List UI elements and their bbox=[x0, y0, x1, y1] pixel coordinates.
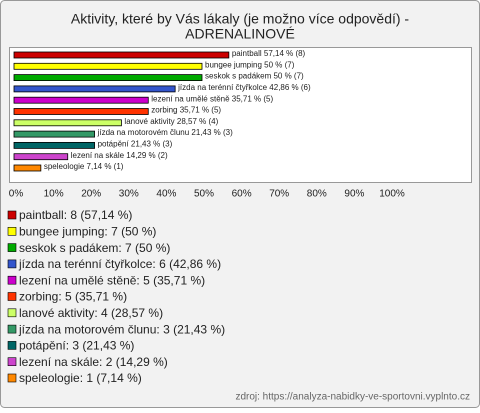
source: zdroj: https://analyza-nabidky-ve-sporto… bbox=[235, 392, 470, 403]
legend-label: potápění: 3 (21,43 %) bbox=[19, 339, 134, 353]
bar bbox=[13, 108, 149, 115]
legend-label: bungee jumping: 7 (50 %) bbox=[19, 224, 156, 238]
data-label: seskok s padákem 50 % (7) bbox=[205, 72, 304, 81]
x-tick-label: 100% bbox=[379, 189, 405, 200]
legend-swatch bbox=[7, 210, 17, 220]
data-label: speleologie 7,14 % (1) bbox=[44, 162, 124, 171]
x-tick-label: 50% bbox=[194, 189, 214, 200]
data-label: potápění 21,43 % (3) bbox=[98, 140, 173, 149]
chart-title: Aktivity, které by Vás lákaly (je možno … bbox=[71, 11, 410, 27]
data-label: lezení na skále 14,29 % (2) bbox=[71, 151, 168, 160]
x-tick-label: 40% bbox=[156, 189, 176, 200]
legend-swatch bbox=[7, 259, 17, 269]
legend-label: lanové aktivity: 4 (28,57 %) bbox=[19, 306, 163, 320]
legend-label: lezení na umělé stěně: 5 (35,71 %) bbox=[19, 273, 205, 287]
data-label: lanové aktivity 28,57 % (4) bbox=[124, 117, 218, 126]
legend-swatch bbox=[7, 243, 17, 252]
x-tick-label: 10% bbox=[44, 189, 64, 200]
x-tick-label: 70% bbox=[269, 189, 289, 200]
legend-swatch bbox=[7, 308, 17, 318]
legend-label: paintball: 8 (57,14 %) bbox=[19, 208, 132, 222]
bar bbox=[13, 85, 176, 93]
legend-swatch bbox=[7, 373, 17, 383]
data-label: jízda na terénní čtyřkolce 42,86 % (6) bbox=[177, 83, 311, 92]
x-tick-label: 20% bbox=[81, 189, 101, 200]
bar bbox=[13, 96, 149, 104]
bar bbox=[13, 62, 203, 70]
data-label: jízda na motorovém člunu 21,43 % (3) bbox=[97, 128, 234, 137]
bar bbox=[13, 130, 95, 138]
x-tick-label: 60% bbox=[232, 189, 252, 200]
legend-label: lezení na skále: 2 (14,29 %) bbox=[19, 355, 168, 369]
bar bbox=[13, 51, 230, 59]
x-tick-label: 90% bbox=[344, 189, 364, 200]
legend-swatch bbox=[7, 324, 17, 334]
bar bbox=[13, 141, 95, 149]
plot-area bbox=[9, 47, 472, 183]
data-label: lezení na umělé stěně 35,71 % (5) bbox=[151, 94, 273, 103]
legend-swatch bbox=[7, 227, 17, 236]
legend-label: seskok s padákem: 7 (50 %) bbox=[19, 241, 170, 255]
bar bbox=[13, 153, 69, 161]
x-tick-label: 30% bbox=[119, 189, 139, 200]
legend-swatch bbox=[7, 292, 17, 301]
x-tick-label: 0% bbox=[9, 189, 24, 200]
legend-label: jízda na terénní čtyřkolce: 6 (42,86 %) bbox=[18, 257, 221, 271]
legend-label: speleologie: 1 (7,14 %) bbox=[19, 371, 142, 385]
data-label: bungee jumping 50 % (7) bbox=[205, 60, 295, 69]
bar bbox=[13, 119, 122, 127]
chart-title: ADRENALINOVÉ bbox=[185, 26, 295, 42]
bar bbox=[13, 164, 42, 172]
bar bbox=[13, 74, 203, 81]
legend-swatch bbox=[7, 357, 17, 367]
legend-swatch bbox=[7, 341, 17, 350]
legend-label: jízda na motorovém člunu: 3 (21,43 %) bbox=[18, 322, 225, 336]
data-label: paintball 57,14 % (8) bbox=[232, 49, 306, 58]
x-tick-label: 80% bbox=[307, 189, 327, 200]
data-label: zorbing 35,71 % (5) bbox=[151, 106, 221, 115]
legend-swatch bbox=[7, 275, 17, 285]
legend-label: zorbing: 5 (35,71 %) bbox=[19, 290, 127, 304]
